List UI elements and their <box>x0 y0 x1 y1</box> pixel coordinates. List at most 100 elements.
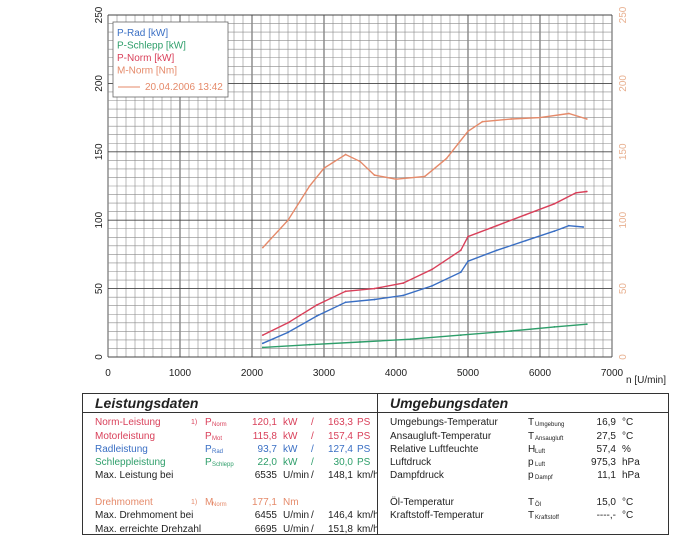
umgebung-label: Relative Luftfeuchte <box>390 443 479 455</box>
leistung-sep: / <box>311 430 314 442</box>
leistung-v1: 6455 <box>254 510 277 522</box>
umgebung-label: Kraftstoff-Temperatur <box>390 510 484 522</box>
series-point-0 <box>315 315 318 317</box>
x-tick-label: 0 <box>105 368 111 379</box>
umgebung-label: Umgebungs-Temperatur <box>390 417 498 429</box>
leistung-row: Motorleistung P Mot 115,8 kW / 157,4 PS <box>83 430 379 443</box>
leistung-sym: P <box>205 430 212 442</box>
series-point-1 <box>308 343 311 346</box>
series-point-3 <box>261 246 264 249</box>
series-point-3 <box>308 185 311 187</box>
y-right-tick-label: 200 <box>618 75 629 92</box>
x-tick-label: 5000 <box>457 368 480 379</box>
leistungsdaten-rows: Norm-Leistung 1) P Norm 120,1 kW/163,3 PS Motor… <box>83 413 379 536</box>
legend-entry: P-Schlepp [kW] <box>117 41 186 52</box>
leistung-u2: km/h <box>357 510 379 522</box>
series-point-3 <box>373 174 376 176</box>
y-right-tick-label: 50 <box>618 283 629 295</box>
leistung-row: Schleppleistung P Schlepp 22,0 kW / 30,0 PS <box>83 456 379 469</box>
x-tick-label: 7000 <box>601 368 624 379</box>
umgebung-label: Öl-Temperatur <box>390 497 454 509</box>
series-point-2 <box>585 190 588 193</box>
y-left-tick-label: 200 <box>94 75 105 92</box>
umgebung-sub: Dampf <box>535 475 553 482</box>
umgebung-label: Dampfdruck <box>390 470 444 482</box>
series-point-2 <box>459 249 462 252</box>
umgebung-value: 57,4 <box>596 443 616 455</box>
umgebung-row: Luftdruck p Luft 975,3 hPa <box>378 456 668 469</box>
leistung-u2: km/h <box>357 470 379 482</box>
series-point-0 <box>567 224 570 227</box>
series-point-3 <box>287 219 289 222</box>
umgebung-sub: Öl <box>535 502 541 509</box>
umgebungsdaten-title: Umgebungsdaten <box>378 394 668 414</box>
leistung-sep: / <box>311 443 314 455</box>
leistung-v2: 163,3 <box>327 417 353 429</box>
umgebung-unit: °C <box>622 430 634 442</box>
leistung-u1: kW <box>283 417 298 429</box>
legend-box <box>112 21 229 98</box>
umgebung-sub: Luft <box>535 448 546 455</box>
leistung-sep: / <box>311 510 314 522</box>
leistung-note: 1) <box>191 499 198 507</box>
series-point-2 <box>575 191 577 194</box>
leistung-row: Max. Leistung bei 6535 U/min/ 148,1 km/h <box>83 469 379 482</box>
leistung-v1: 93,7 <box>257 443 277 455</box>
series-point-2 <box>402 282 405 285</box>
leistung-label: Schleppleistung <box>95 457 166 469</box>
series-point-3 <box>585 118 588 120</box>
y-right-tick-label: 150 <box>618 143 629 160</box>
series-point-1 <box>585 323 588 326</box>
leistung-v2: 146,4 <box>327 510 353 522</box>
series-point-3 <box>395 178 397 181</box>
leistung-v2: 30,0 <box>333 457 353 469</box>
series-point-1 <box>409 338 412 341</box>
series-point-1 <box>553 326 556 328</box>
series-point-0 <box>431 284 433 287</box>
series-point-0 <box>459 271 462 274</box>
leistung-label: Radleistung <box>95 443 148 455</box>
leistung-v2: 148,1 <box>327 470 353 482</box>
legend-entry: P-Norm [kW] <box>117 53 174 64</box>
series-point-1 <box>261 346 264 349</box>
x-tick-label: 2000 <box>241 368 264 379</box>
series-point-2 <box>261 334 264 337</box>
leistung-v1: 22,0 <box>257 457 277 469</box>
series-line-2 <box>262 190 587 336</box>
series-line-1 <box>262 323 587 349</box>
series-point-2 <box>287 321 289 324</box>
umgebung-value: 16,9 <box>596 417 616 429</box>
leistung-row: Norm-Leistung 1) P Norm 120,1 kW / 163,3 PS <box>83 416 379 429</box>
leistung-label: Drehmoment <box>95 497 153 509</box>
leistung-v1: 6535 <box>254 470 277 482</box>
series-line-3 <box>262 112 588 249</box>
leistung-u1: U/min <box>283 510 310 522</box>
umgebung-value: ----,- <box>596 510 616 522</box>
leistung-label: Norm-Leistung <box>95 417 161 429</box>
legend-entry: M-Norm [Nm] <box>117 66 177 77</box>
umgebungsdaten-panel: Umgebungsdaten Umgebungs-Temperatur T Umge… <box>377 393 669 535</box>
leistung-row: Radleistung P Rad 93,7 kW / 127,4 PS <box>83 443 379 456</box>
series-point-0 <box>287 331 289 334</box>
series-point-2 <box>495 224 498 227</box>
series-point-1 <box>359 341 361 343</box>
umgebung-row: Umgebungs-Temperatur T Umgebung 16,9 °C <box>378 416 668 429</box>
umgebung-row: Dampfdruck p Dampf 11,1 hPa <box>378 469 668 482</box>
y-left-tick-label: 100 <box>94 211 105 228</box>
leistung-sym: P <box>205 443 212 455</box>
leistung-sep: / <box>311 417 314 429</box>
leistung-u1: kW <box>283 443 298 455</box>
series-point-1 <box>510 330 513 332</box>
leistung-sym: M <box>205 497 214 509</box>
leistung-row <box>83 483 379 496</box>
leistung-v2: 157,4 <box>327 430 353 442</box>
leistung-v1: 177,1 <box>251 497 277 509</box>
series-point-2 <box>344 290 347 293</box>
umgebung-unit: hPa <box>622 470 640 482</box>
umgebung-label: Luftdruck <box>390 457 432 469</box>
leistungsdaten-panel: Leistungsdaten Norm-Leistung 1) P Norm 120,1… <box>82 393 380 535</box>
series-point-0 <box>582 226 585 228</box>
umgebung-sym: T <box>528 430 535 442</box>
chart-legend: P-Rad [kW] P-Schlepp [kW]P-Norm [kW] M-Nor… <box>112 21 229 98</box>
